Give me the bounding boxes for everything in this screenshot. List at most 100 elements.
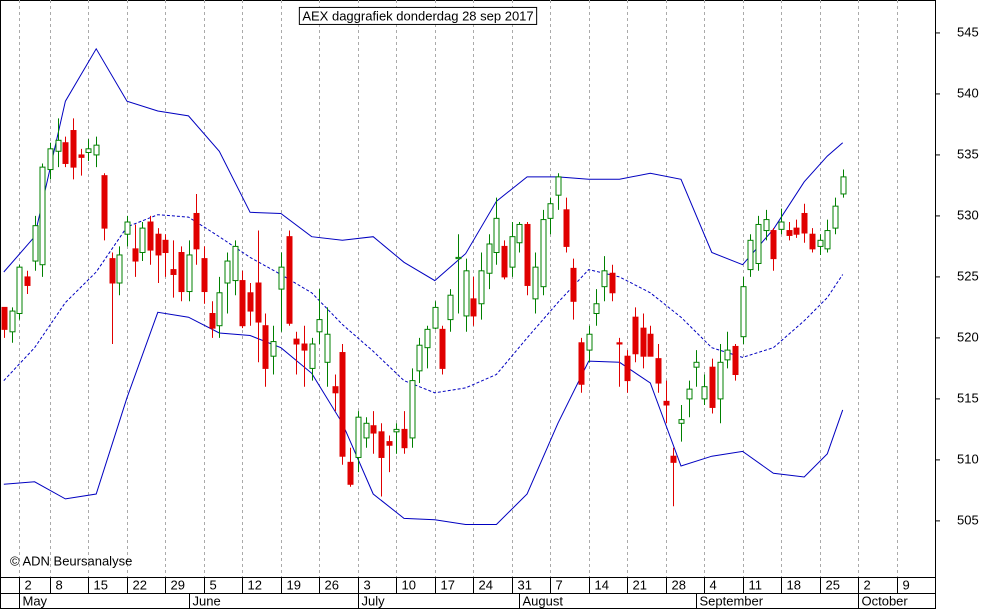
y-tick-label: 535 [957,146,979,161]
x-tick-label: 22 [133,577,147,592]
candle-body [347,461,354,485]
candle-body [370,425,377,434]
candle-body [193,212,200,250]
x-tick-label: 3 [364,577,371,592]
candle-body [155,233,162,256]
candle-body [486,243,493,274]
candle-body [478,270,485,305]
x-tick-label: 11 [749,577,763,592]
candle-body [355,416,362,458]
candle-body [309,343,316,369]
candle-body [162,239,169,254]
y-tick-label: 505 [957,512,979,527]
x-tick-label: 24 [479,577,493,592]
candle-body [247,292,254,312]
y-tick-label: 510 [957,451,979,466]
candle-body [801,212,808,234]
candle-body [424,328,431,349]
candle-body [747,239,754,271]
candle-body [563,209,570,247]
bollinger-band [3,47,844,282]
x-tick-label: 4 [710,577,717,592]
x-tick-label: 18 [787,577,801,592]
candle-body [547,203,554,219]
candle-body [570,267,577,302]
candle-body [709,366,716,408]
x-tick-label: 21 [633,577,647,592]
x-tick-label: 26 [325,577,339,592]
candle-body [778,221,785,230]
candle-body [470,298,477,317]
candle-body [555,176,562,196]
candle-body [339,352,346,457]
candle-body [255,282,262,323]
candle-body [386,441,393,446]
candle-body [270,341,277,357]
x-tick-label: 2 [864,577,871,592]
bollinger-band [3,214,844,394]
x-tick-label: 12 [248,577,262,592]
candle-body [62,142,69,164]
candle-body [147,221,154,251]
candle-body [770,230,777,260]
x-tick-label: 15 [94,577,108,592]
candle-body [717,361,724,400]
candle-body [378,431,385,458]
candle-body [824,230,831,250]
candle-body [78,154,85,158]
candle-body [701,386,708,400]
candle-body [24,276,31,286]
candle-body [655,358,662,384]
candle-body [124,221,131,235]
candle-body [101,175,108,229]
candle-body [286,236,293,324]
candle-body [85,148,92,153]
x-tick-label: 28 [672,577,686,592]
candle-body [663,400,670,406]
candle-body [116,254,123,284]
candle-body [216,292,223,327]
x-tick-label: 19 [287,577,301,592]
candle-body [93,144,100,156]
candle-body [278,266,285,290]
grid [19,0,898,577]
title-box [298,6,538,25]
candle-body [9,310,16,333]
month-label: May [23,593,48,608]
candle-body [755,223,762,264]
x-tick-label: 29 [171,577,185,592]
x-tick-label: 14 [595,577,609,592]
candle-body [740,286,747,338]
chart-title: AEX daggrafiek donderdag 28 sep 2017 [302,8,533,23]
candle-body [209,313,216,329]
candle-body [647,333,654,357]
candle-body [532,266,539,300]
candle-body [416,344,423,372]
x-tick-label: 8 [56,577,63,592]
candle-body [540,219,547,288]
candle-body [593,303,600,315]
candle-body [732,345,739,376]
month-label: October [862,593,909,608]
candle-body [32,225,39,262]
candle-body [786,230,793,236]
candle-body [640,327,647,357]
y-tick-label: 530 [957,207,979,222]
candle-body [139,227,146,254]
candle-body [393,428,400,433]
candle-body [670,455,677,463]
candle-body [601,270,608,288]
candle-body [186,254,193,293]
candle-body [447,294,454,321]
candle-body [239,280,246,327]
candle-body [39,166,46,266]
candle-body [55,139,62,152]
candle-body [363,422,370,439]
y-tick-label: 545 [957,24,979,39]
candle-body [432,306,439,329]
candle-body [524,223,531,286]
candle-body [316,319,323,333]
month-label: August [523,593,564,608]
candle-body [632,316,639,355]
candle-body [170,269,177,275]
